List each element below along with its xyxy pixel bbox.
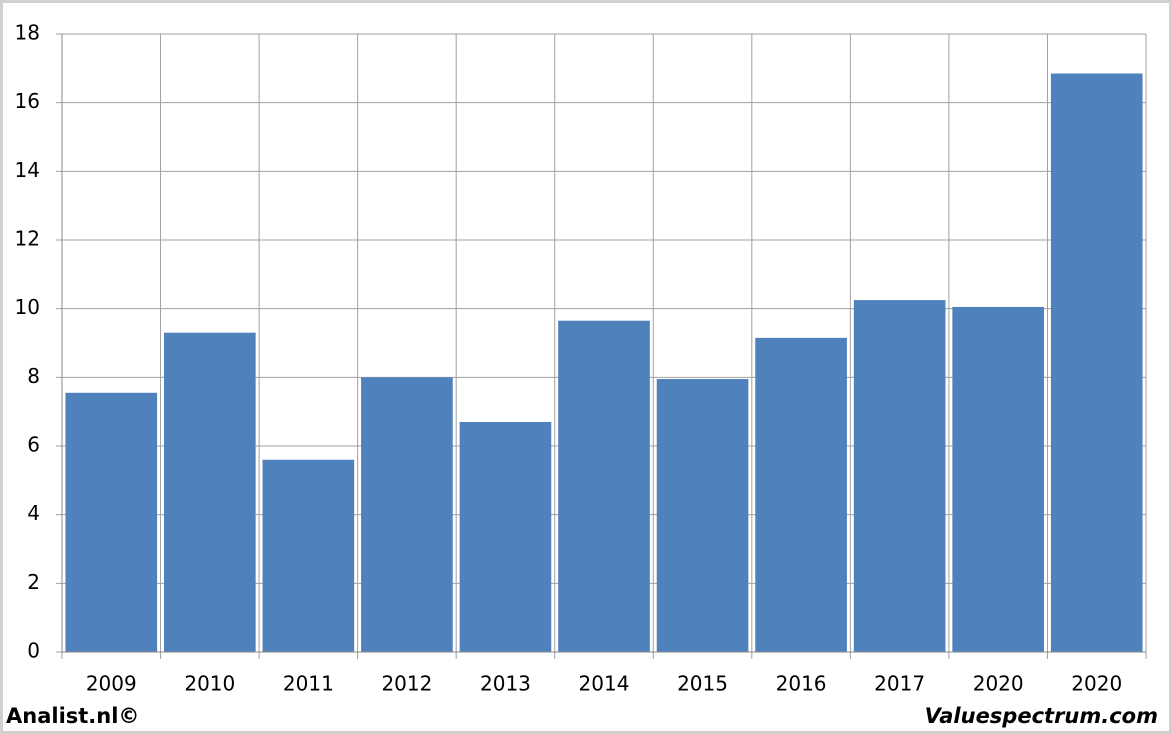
bar — [262, 459, 355, 652]
bar — [952, 306, 1045, 652]
y-tick-label: 0 — [27, 639, 40, 663]
x-tick-label: 2011 — [283, 672, 334, 696]
bar — [656, 379, 749, 652]
x-tick-label: 2014 — [579, 672, 630, 696]
x-tick-label: 2020 — [973, 672, 1024, 696]
bar — [755, 337, 847, 652]
bar — [1050, 73, 1143, 652]
x-tick-label: 2015 — [677, 672, 728, 696]
y-tick-label: 4 — [27, 501, 40, 525]
y-tick-label: 8 — [27, 364, 40, 388]
x-tick-label: 2012 — [381, 672, 432, 696]
footer-right: Valuespectrum.com — [925, 704, 1158, 728]
y-tick-label: 14 — [15, 158, 40, 182]
y-tick-label: 10 — [15, 295, 40, 319]
bar — [459, 421, 552, 652]
x-tick-label: 2017 — [874, 672, 925, 696]
bar — [558, 320, 650, 652]
x-tick-label: 2016 — [776, 672, 827, 696]
y-tick-label: 16 — [15, 89, 40, 113]
y-tick-label: 18 — [15, 21, 40, 45]
x-tick-label: 2009 — [86, 672, 137, 696]
bar — [65, 392, 158, 652]
bar — [853, 300, 946, 652]
footer-left: Analist.nl© — [6, 704, 139, 728]
y-tick-label: 6 — [27, 433, 40, 457]
x-tick-label: 2010 — [184, 672, 235, 696]
x-tick-label: 2013 — [480, 672, 531, 696]
bar — [361, 377, 453, 652]
y-tick-label: 2 — [27, 570, 40, 594]
bar — [163, 332, 256, 652]
y-tick-label: 12 — [15, 227, 40, 251]
x-tick-label: 2020 — [1071, 672, 1122, 696]
